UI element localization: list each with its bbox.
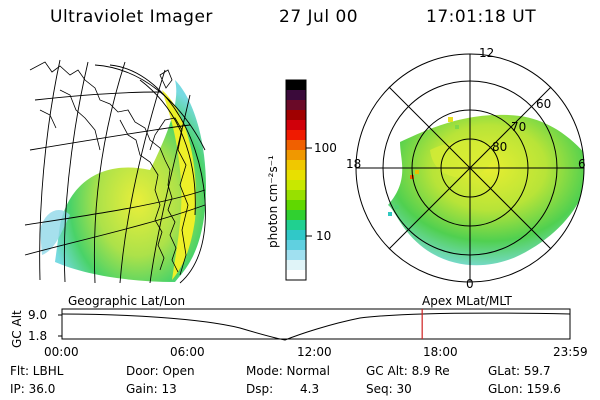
status-door: Door: Open bbox=[126, 364, 195, 378]
colorbar-segment bbox=[286, 260, 306, 271]
colorbar-segment bbox=[286, 180, 306, 191]
colorbar-segment bbox=[286, 250, 306, 261]
polar-label-80: 80 bbox=[492, 140, 508, 154]
status-mode: Mode: Normal bbox=[246, 364, 330, 378]
status-glon: GLon: 159.6 bbox=[488, 382, 561, 396]
colorbar-tick-100: 100 bbox=[314, 141, 337, 155]
altitude-timeline bbox=[58, 308, 571, 341]
colorbar-tick-10: 10 bbox=[316, 229, 332, 243]
status-gc-alt: GC Alt: 8.9 Re bbox=[366, 364, 450, 378]
colorbar-frame bbox=[285, 79, 312, 281]
colorbar-segment bbox=[286, 100, 306, 111]
polar-label-6: 6 bbox=[578, 157, 586, 171]
timeline-xtick-0600: 06:00 bbox=[170, 345, 205, 359]
status-filter: Flt: LBHL bbox=[10, 364, 64, 378]
timeline-xtick-0000: 00:00 bbox=[44, 345, 79, 359]
timeline-ytick-9: 9.0 bbox=[28, 308, 48, 322]
colorbar-segment bbox=[286, 190, 306, 201]
status-seq: Seq: 30 bbox=[366, 382, 412, 396]
colorbar-segment bbox=[286, 120, 306, 131]
colorbar-segment bbox=[286, 240, 306, 251]
polar-label-18: 18 bbox=[346, 157, 362, 171]
colorbar-segment bbox=[286, 210, 306, 221]
status-dsp-label: Dsp: bbox=[246, 382, 274, 396]
colorbar-segment bbox=[286, 140, 306, 151]
colorbar-segment bbox=[286, 200, 306, 211]
status-dsp-value: 4.3 bbox=[300, 382, 320, 396]
polar-plot bbox=[355, 53, 585, 283]
polar-label-60: 60 bbox=[536, 97, 552, 111]
polar-label-70: 70 bbox=[511, 120, 527, 134]
date-label: 27 Jul 00 bbox=[279, 7, 359, 27]
timeline-title-right: Apex MLat/MLT bbox=[422, 294, 512, 308]
colorbar-segment bbox=[286, 130, 306, 141]
timeline-xtick-2359: 23:59 bbox=[553, 345, 588, 359]
status-glat: GLat: 59.7 bbox=[488, 364, 551, 378]
colorbar-segment bbox=[286, 110, 306, 121]
polar-label-12: 12 bbox=[479, 46, 495, 60]
colorbar bbox=[286, 80, 306, 281]
colorbar-segment bbox=[286, 170, 306, 181]
colorbar-segment bbox=[286, 220, 306, 231]
geographic-map bbox=[24, 59, 206, 284]
colorbar-unit-label: photon cm⁻²s⁻¹ bbox=[266, 155, 280, 248]
instrument-title: Ultraviolet Imager bbox=[50, 7, 213, 27]
timeline-axis-label: GC Alt bbox=[10, 310, 24, 348]
timeline-xtick-1200: 12:00 bbox=[297, 345, 332, 359]
status-gain: Gain: 13 bbox=[126, 382, 177, 396]
colorbar-segment bbox=[286, 150, 306, 161]
colorbar-segment bbox=[286, 80, 306, 91]
timeline-title-left: Geographic Lat/Lon bbox=[68, 294, 186, 308]
colorbar-segment bbox=[286, 90, 306, 101]
colorbar-segment bbox=[286, 270, 306, 281]
timeline-ytick-1: 1.8 bbox=[28, 329, 48, 343]
polar-label-0: 0 bbox=[466, 277, 474, 291]
colorbar-segment bbox=[286, 160, 306, 171]
colorbar-segment bbox=[286, 230, 306, 241]
status-ip: IP: 36.0 bbox=[10, 382, 56, 396]
timeline-xtick-1800: 18:00 bbox=[423, 345, 458, 359]
time-label: 17:01:18 UT bbox=[426, 7, 537, 27]
